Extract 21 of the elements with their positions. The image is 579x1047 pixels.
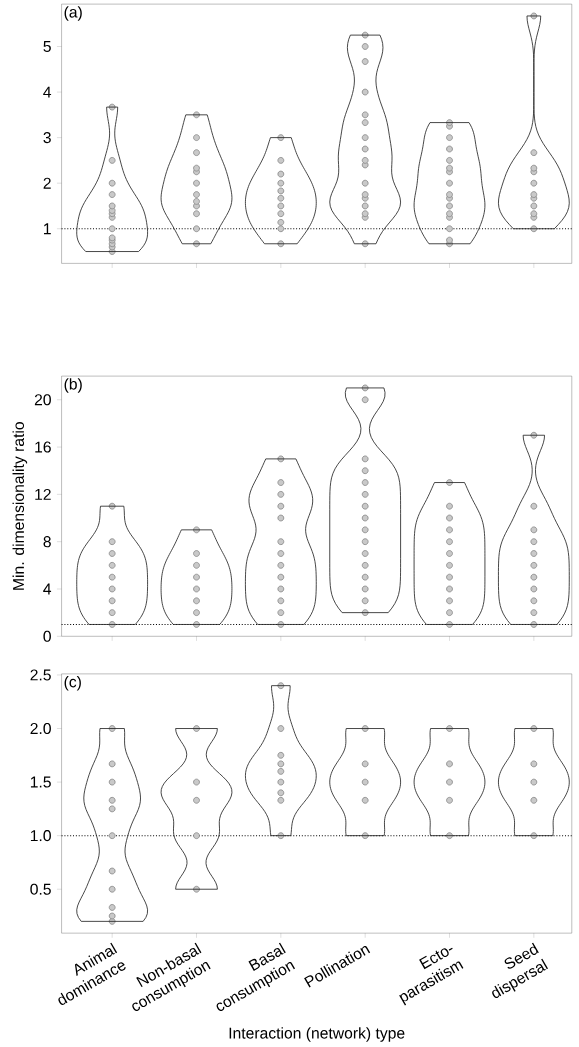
y-tick-label: 5	[43, 41, 51, 52]
x-axis-title: Interaction (network) type	[229, 1027, 405, 1042]
y-axis-title: Min. dimensionality ratio	[12, 422, 27, 590]
y-tick-label: 1.5	[30, 776, 51, 788]
y-tick-label: 4	[42, 583, 51, 595]
annotation: (b)	[64, 378, 82, 393]
y-tick-label: 3	[43, 132, 51, 144]
annotation: (a)	[64, 6, 82, 21]
annotation: (c)	[64, 675, 81, 691]
y-tick-label: 16	[35, 441, 51, 453]
y-tick-label: 1.0	[30, 830, 51, 842]
y-tick-label: 8	[43, 536, 51, 548]
y-tick-label: 12	[35, 488, 51, 500]
y-tick-label: 20	[34, 394, 51, 406]
y-tick-label: 2.5	[30, 669, 51, 681]
y-tick-label: 0	[43, 630, 51, 642]
y-tick-label: 2.0	[30, 722, 51, 735]
y-tick-label: 4	[42, 86, 51, 98]
y-tick-label: 2	[43, 177, 51, 189]
y-tick-label: 1	[43, 223, 51, 235]
y-tick-label: 0.5	[30, 883, 51, 895]
